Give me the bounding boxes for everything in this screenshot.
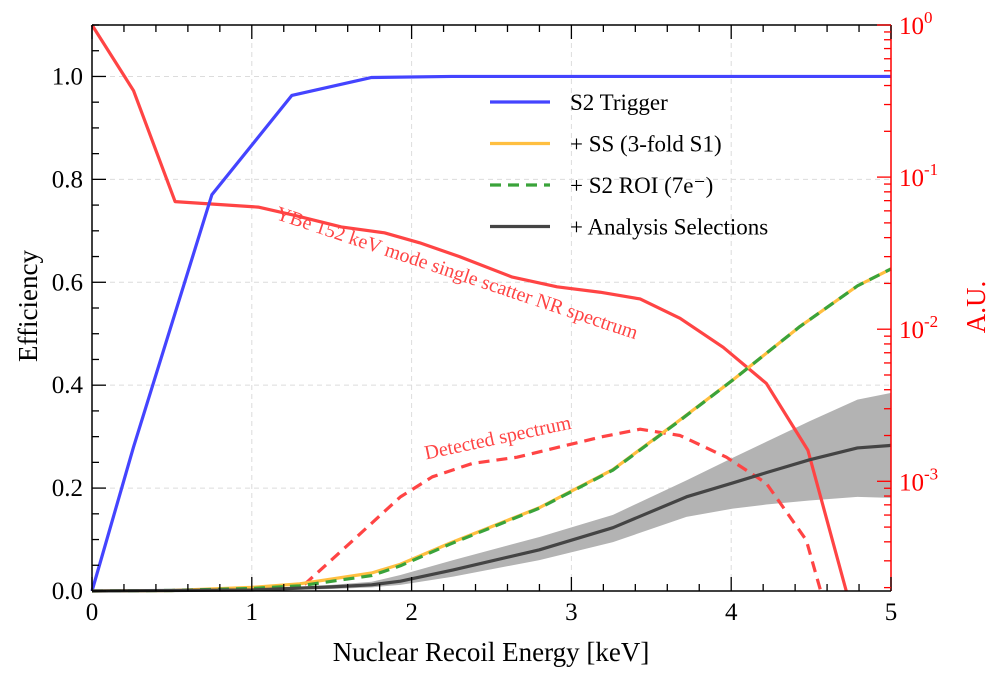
annotation-detected-spectrum: Detected spectrum bbox=[422, 412, 573, 465]
y2-tick-label: 10-2 bbox=[899, 312, 938, 344]
legend-label: + Analysis Selections bbox=[570, 215, 768, 240]
y2-tick-exponent: -1 bbox=[924, 160, 938, 179]
y2-tick-exponent: -3 bbox=[924, 464, 938, 483]
analysis-band bbox=[92, 392, 891, 591]
x-tick-label: 5 bbox=[885, 599, 898, 626]
y-axis-label: Efficiency bbox=[13, 250, 43, 362]
x-tick-label: 0 bbox=[86, 599, 99, 626]
series-s2-trigger bbox=[90, 74, 891, 592]
series-analysis-selections bbox=[91, 443, 892, 593]
legend-label: + S2 ROI (7e⁻) bbox=[570, 173, 713, 198]
series-ybe-spectrum bbox=[90, 24, 848, 592]
y-tick-label: 0.0 bbox=[52, 578, 83, 605]
y-tick-label: 0.4 bbox=[52, 372, 84, 399]
ticks: 0 1 2 3 4 5 0.0 0.2 0.4 0.6 0.8 1.0 100 10-1 10-2 10-3 bbox=[52, 8, 938, 626]
x-tick-label: 2 bbox=[405, 599, 418, 626]
legend-label: + SS (3-fold S1) bbox=[570, 132, 722, 157]
legend-label: S2 Trigger bbox=[570, 90, 668, 115]
y2-tick-label: 100 bbox=[899, 8, 933, 40]
x-axis-label: Nuclear Recoil Energy [keV] bbox=[333, 637, 650, 667]
y2-tick-exponent: -2 bbox=[924, 312, 938, 331]
y-tick-label: 0.6 bbox=[52, 269, 83, 296]
y-tick-label: 1.0 bbox=[52, 63, 83, 90]
y2-tick-exponent: 0 bbox=[924, 8, 933, 27]
x-tick-label: 1 bbox=[246, 599, 259, 626]
series-s2-roi bbox=[91, 267, 892, 593]
y2-tick-label: 10-1 bbox=[899, 160, 938, 192]
y2-axis-label: A.U. bbox=[961, 281, 991, 334]
legend: S2 Trigger + SS (3-fold S1) + S2 ROI (7e⁻)… bbox=[490, 90, 768, 240]
plot-frame bbox=[91, 24, 892, 592]
y2-tick-label: 10-3 bbox=[899, 464, 938, 496]
y-tick-label: 0.2 bbox=[52, 475, 83, 502]
grid bbox=[92, 25, 891, 591]
x-tick-label: 3 bbox=[565, 599, 578, 626]
analysis-uncertainty-band bbox=[92, 392, 891, 591]
series-detected-spectrum bbox=[303, 427, 823, 592]
x-tick-label: 4 bbox=[725, 599, 738, 626]
y-tick-label: 0.8 bbox=[52, 166, 83, 193]
series-lines bbox=[90, 24, 892, 593]
